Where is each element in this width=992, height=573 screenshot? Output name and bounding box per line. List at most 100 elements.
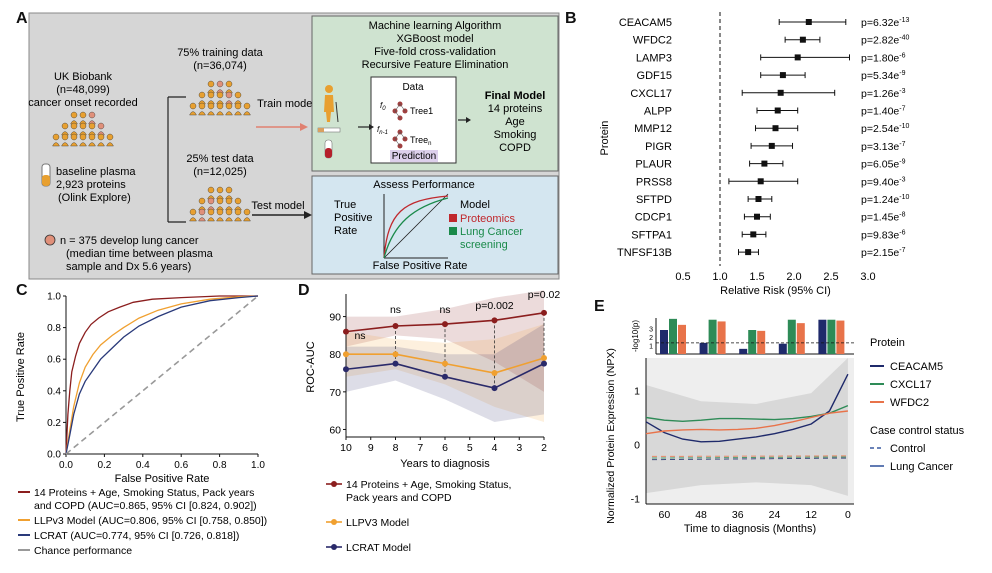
rr-point-wfdc2 [799, 36, 806, 43]
y-tick-label: 1.0 [47, 292, 61, 303]
y-tick-label: 0.6 [47, 355, 61, 366]
protein-label-gdf15: GDF15 [637, 70, 672, 82]
x-axis-label: Years to diagnosis [400, 458, 490, 470]
auc-point-1 [343, 351, 349, 358]
assess-legend-title: Model [460, 199, 490, 211]
rr-point-sftpa1 [750, 231, 757, 238]
test-model-label: Test model [251, 200, 304, 212]
legend-label-2: LCRAT Model [346, 542, 411, 554]
protein-curve-wfdc2 [645, 410, 848, 435]
inset-bar-3-2 [796, 323, 805, 354]
legend-screening-label-1: Lung Cancer [460, 226, 523, 238]
assess-box [311, 175, 559, 275]
rr-point-lamp3 [794, 54, 801, 61]
person-head-icon [97, 133, 105, 141]
person-head-icon [207, 102, 215, 110]
inset-y-label: -log10(p) [631, 320, 640, 352]
data-label: Data [402, 82, 424, 93]
x-tick-label: 0.8 [213, 460, 227, 471]
person-body-icon [189, 217, 197, 222]
inset-bar-2-1 [748, 330, 757, 354]
person-head-icon [207, 186, 215, 194]
person-head-icon [207, 80, 215, 88]
inset-bar-2-2 [757, 330, 766, 354]
x-tick-label: 1.0 [712, 271, 727, 283]
p-value-tnfsf13b: p=2.15e-7 [861, 247, 906, 259]
panel-letter-e: E [594, 298, 605, 315]
legend-label-wfdc2: WFDC2 [890, 397, 929, 409]
y-tick-label: -1 [631, 494, 640, 506]
person-head-icon [198, 208, 206, 216]
auc-point-1 [392, 351, 399, 358]
significance-label-2: ns [439, 304, 450, 316]
significance-label-3: p=0.002 [475, 300, 513, 312]
y-tick-label: 0.4 [47, 386, 61, 397]
person-body-icon [88, 120, 96, 125]
legend-proteomics-label: Proteomics [460, 213, 516, 225]
protein-label-cdcp1: CDCP1 [635, 212, 672, 224]
panel-letter-d: D [298, 282, 310, 299]
auc-point-2 [392, 360, 399, 367]
person-head-icon [234, 208, 242, 216]
inset-bar-4-2 [836, 320, 845, 354]
person-head-icon [79, 133, 87, 141]
test-crowd-icon [189, 186, 251, 222]
x-tick-label: 2.5 [823, 271, 838, 283]
test-line1: 25% test data [186, 153, 254, 165]
person-body-icon [198, 206, 206, 211]
legend-label-cxcl17: CXCL17 [890, 379, 932, 391]
person-head-icon [52, 133, 60, 141]
significance-label-1: ns [390, 304, 401, 316]
rr-point-gdf15 [779, 72, 786, 79]
panel-letter-a: A [16, 10, 28, 27]
roc-curve-3 [65, 295, 259, 455]
panel-b-forest-plot: CEACAM5 p=6.32e-13 WFDC2 p=2.82e-40 LAMP3 p=1… [599, 12, 909, 297]
person-head-icon [225, 102, 233, 110]
p-value-sftpd: p=1.24e-10 [861, 194, 909, 206]
protein-label-pigr: PIGR [645, 141, 672, 153]
legend-swatch-dot-1 [331, 519, 337, 525]
p-value-prss8: p=9.40e-3 [861, 176, 906, 188]
auc-point-2 [541, 360, 547, 367]
x-tick-label: 0.6 [174, 460, 188, 471]
y-tick-label: 60 [329, 424, 341, 436]
legend-screening-label-2: screening [460, 239, 508, 251]
trees-box [370, 76, 457, 164]
x-tick-label: 0 [845, 509, 851, 521]
person-body-icon [234, 206, 242, 211]
train-model-label: Train model [257, 98, 315, 110]
legend-label-ceacam5: CEACAM5 [890, 361, 943, 373]
auc-point-2 [343, 366, 349, 373]
assess-ylabel-2: Positive [334, 212, 373, 224]
inset-bar-0-1 [669, 318, 677, 354]
rr-point-cxcl17 [777, 89, 784, 96]
uk-biobank-count: (n=48,099) [56, 84, 110, 96]
auc-point-1 [442, 360, 448, 367]
x-tick-label: 7 [417, 442, 423, 454]
f0-label: f0 [380, 101, 386, 112]
person-head-icon [189, 208, 197, 216]
person-body-icon [97, 142, 105, 147]
person-body-icon [106, 142, 114, 147]
protein-label-wfdc2: WFDC2 [633, 35, 672, 47]
significance-label-4: p=0.02 [528, 289, 561, 301]
protein-label-prss8: PRSS8 [636, 176, 672, 188]
blood-tube-icon [324, 139, 333, 159]
person-head-icon [79, 122, 87, 130]
legend-control-label: Control [890, 443, 925, 455]
y-tick-label: 0.0 [47, 450, 61, 461]
x-axis-label: Relative Risk (95% CI) [720, 285, 831, 297]
control-line-1 [651, 456, 851, 459]
trees-input-arrowhead [369, 124, 374, 130]
elderly-person-icon [324, 85, 339, 123]
assess-xlabel: False Positive Rate [373, 260, 468, 272]
ml-line4: Recursive Feature Elimination [362, 59, 509, 71]
person-head-icon [61, 133, 69, 141]
inset-bar-1-1 [708, 319, 717, 354]
person-head-icon [225, 208, 233, 216]
uk-biobank-title: UK Biobank [54, 71, 113, 83]
x-tick-label: 1.5 [749, 271, 764, 283]
person-body-icon [207, 217, 215, 222]
x-tick-label: 2 [541, 442, 547, 454]
legend-label-1: LLPV3 Model [346, 517, 409, 529]
